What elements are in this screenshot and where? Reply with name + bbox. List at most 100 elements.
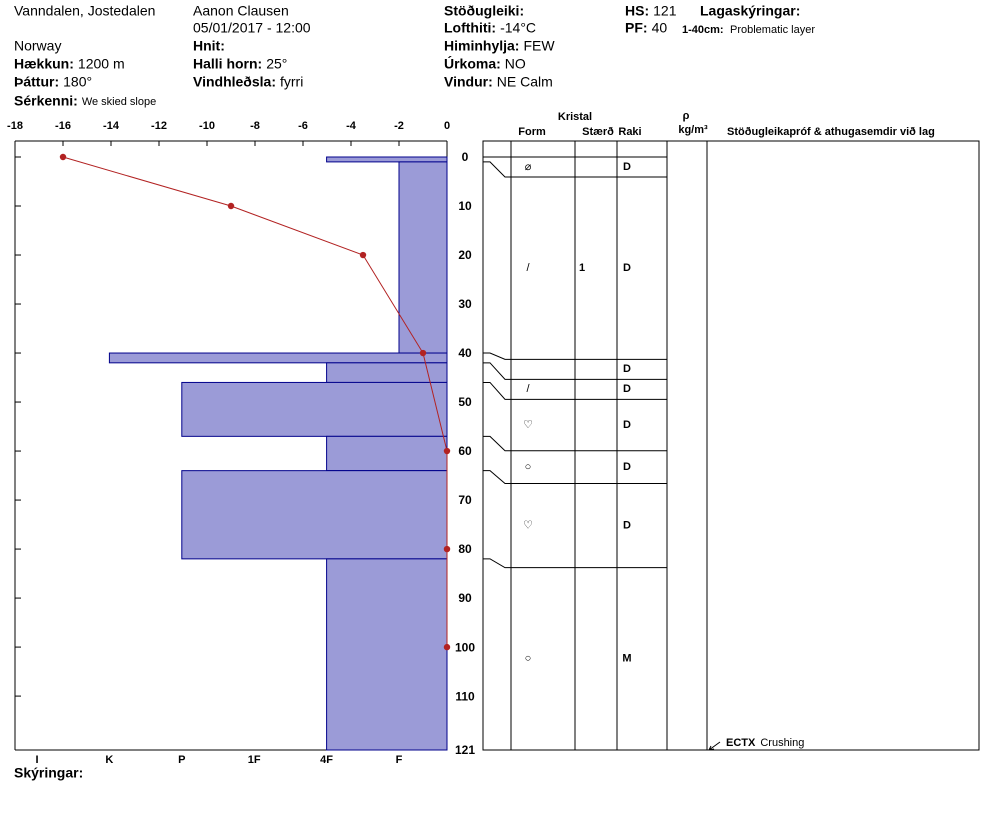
moisture: D	[623, 461, 631, 473]
col-form: Form	[518, 126, 546, 138]
field-label: Úrkoma:	[444, 55, 501, 72]
y-tick-label: 40	[458, 346, 472, 360]
depth-connector	[483, 558, 511, 569]
hardness-bar	[326, 435, 448, 472]
hardness-bar	[326, 558, 448, 751]
hardness-label: P	[178, 754, 185, 766]
hardness-bar	[326, 156, 448, 163]
hardness-bar	[398, 161, 448, 354]
hardness-label: F	[396, 754, 403, 766]
grain-form: ♡	[523, 419, 533, 431]
x-tick-label: -4	[346, 120, 357, 132]
y-tick-label: 110	[455, 689, 475, 703]
y-tick-label: 20	[458, 248, 472, 262]
y-tick-label: 121	[455, 743, 475, 757]
field-value: NE Calm	[497, 74, 553, 90]
moisture: D	[623, 383, 631, 395]
temperature-point	[359, 251, 367, 259]
layer-table	[482, 140, 980, 751]
col-moisture: Raki	[618, 126, 641, 138]
grain-form: ♡	[523, 519, 533, 531]
field-value: 1200 m	[78, 56, 125, 72]
x-tick-label: -12	[151, 120, 167, 132]
test-arrow	[708, 741, 721, 751]
moisture: M	[622, 653, 631, 665]
grain-size: 1	[579, 262, 585, 274]
observer: Aanon Clausen	[193, 3, 289, 19]
location: Vanndalen, Jostedalen	[14, 3, 155, 19]
field-label: PF:	[625, 20, 648, 36]
field-value: NO	[505, 56, 526, 72]
field-label: Lofthiti:	[444, 20, 496, 36]
col-crystal: Kristal	[558, 111, 592, 123]
hardness-bar	[108, 352, 448, 364]
col-density-unit: kg/m³	[678, 124, 708, 136]
hardness-bar	[326, 362, 448, 383]
note-range: 1-40cm:	[682, 24, 724, 36]
hardness-bar	[181, 470, 448, 560]
temperature-point	[443, 643, 451, 651]
field-value: fyrri	[280, 74, 303, 90]
moisture: D	[623, 519, 631, 531]
field-label: Vindhleðsla:	[193, 74, 276, 90]
field-value: 121	[653, 3, 677, 19]
hardness-label: I	[35, 754, 38, 766]
field-label: Hnit:	[193, 38, 225, 54]
field-value: 180°	[63, 74, 92, 90]
y-tick-label: 70	[458, 493, 472, 507]
temperature-point	[443, 545, 451, 553]
grain-form: ○	[525, 653, 532, 665]
moisture: D	[623, 363, 631, 375]
hardness-label: 1F	[248, 754, 261, 766]
moisture: D	[623, 161, 631, 173]
temperature-point	[59, 153, 67, 161]
depth-connector	[483, 362, 511, 380]
test-name: ECTX	[726, 737, 756, 749]
x-tick-label: -18	[7, 120, 23, 132]
x-tick-label: -10	[199, 120, 215, 132]
note-text: Problematic layer	[730, 24, 815, 36]
moisture: D	[623, 262, 631, 274]
depth-connector	[483, 470, 511, 484]
temperature-point	[419, 349, 427, 357]
col-density: ρ	[683, 110, 690, 122]
field-label: HS:	[625, 3, 649, 19]
y-tick-label: 100	[455, 640, 475, 654]
x-tick-label: 0	[444, 120, 450, 132]
hardness-label: 4F	[320, 754, 333, 766]
depth-connector	[483, 352, 511, 360]
field-label: Vindur:	[444, 74, 493, 90]
x-tick-label: -16	[55, 120, 71, 132]
grain-form: ○	[525, 461, 532, 473]
country: Norway	[14, 38, 61, 54]
hardness-bar	[181, 381, 448, 437]
y-tick-label: 80	[458, 542, 472, 556]
col-size: Stærð	[582, 126, 614, 138]
field-label: Þáttur:	[14, 74, 59, 90]
depth-connector	[483, 381, 511, 400]
temperature-point	[443, 447, 451, 455]
field-label: Sérkenni:	[14, 93, 78, 109]
moisture: D	[623, 419, 631, 431]
footer-label: Skýringar:	[14, 765, 83, 781]
y-tick-label: 30	[458, 297, 472, 311]
y-tick-label: 50	[458, 395, 472, 409]
x-tick-label: -8	[250, 120, 260, 132]
grain-form: /	[526, 262, 530, 274]
depth-connector	[483, 435, 511, 452]
col-comments: Stöðugleikapróf & athugasemdir við lag	[727, 126, 935, 138]
field-label: Halli horn:	[193, 56, 262, 72]
datetime: 05/01/2017 - 12:00	[193, 20, 311, 36]
temperature-point	[227, 202, 235, 210]
test-result: Crushing	[760, 737, 804, 749]
grain-form: /	[526, 383, 530, 395]
x-tick-label: -14	[103, 120, 120, 132]
hardness-label: K	[105, 754, 113, 766]
field-value: 25°	[266, 56, 287, 72]
grain-form: ⌀	[525, 161, 532, 173]
y-tick-label: 10	[458, 199, 472, 213]
field-value: We skied slope	[82, 96, 156, 108]
y-tick-label: 90	[458, 591, 472, 605]
field-value: -14°C	[500, 20, 536, 36]
